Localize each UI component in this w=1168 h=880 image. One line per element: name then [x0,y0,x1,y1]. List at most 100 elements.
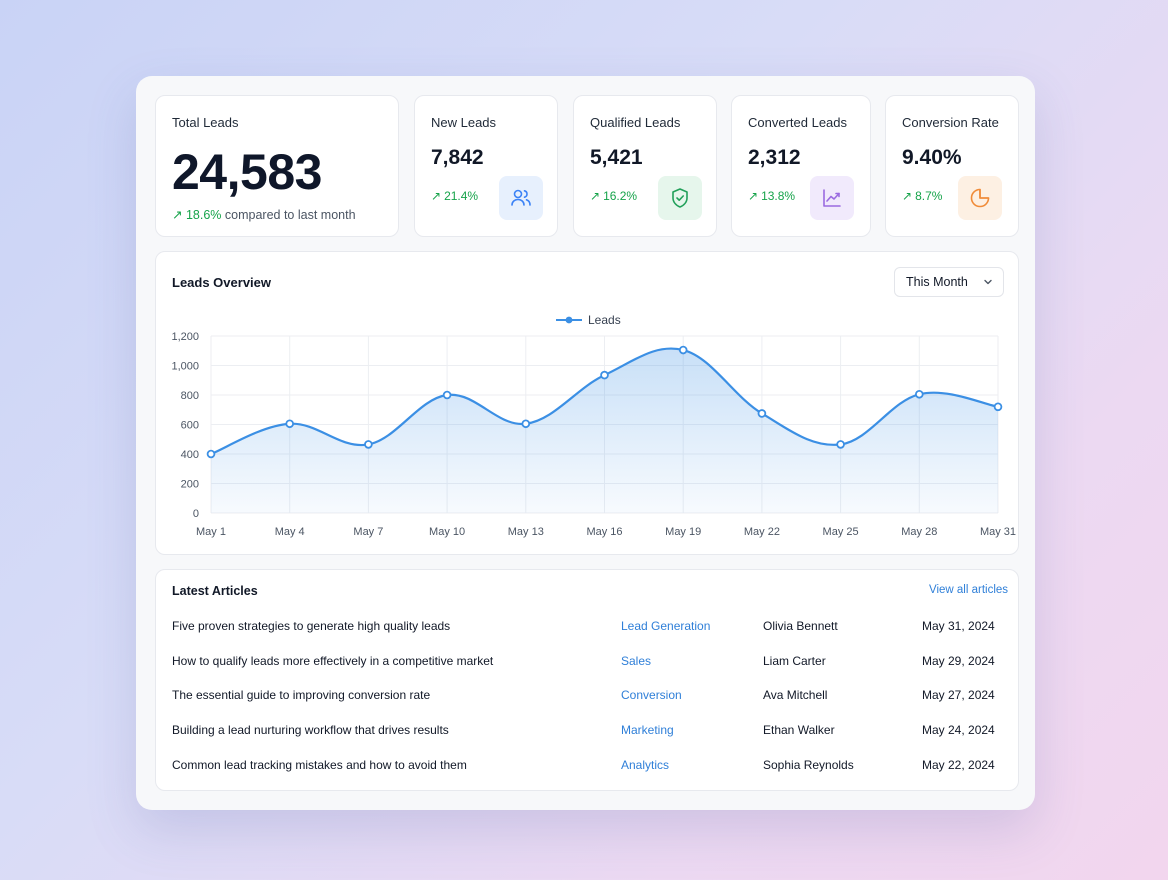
article-category[interactable]: Analytics [621,757,670,772]
trend-chart-icon [810,176,854,220]
article-author: Ethan Walker [763,723,835,738]
article-title[interactable]: Five proven strategies to generate high … [172,619,451,633]
total-leads-card: Total Leads 24,583 ↗ 18.6% compared to l… [155,95,399,237]
conversion-rate-change-percent: 8.7% [915,189,943,203]
converted-leads-value: 2,312 [748,146,801,169]
x-tick-label: May 22 [744,526,780,538]
x-tick-label: May 25 [823,526,859,538]
conversion-rate-card: Conversion Rate 9.40% ↗ 8.7% [885,95,1019,237]
view-all-articles-link[interactable]: View all articles [929,584,1009,596]
article-category[interactable]: Marketing [621,723,674,738]
article-category[interactable]: Lead Generation [621,619,711,633]
new-leads-value: 7,842 [431,146,484,169]
new-leads-card: New Leads 7,842 ↗ 21.4% [414,95,558,237]
trend-up-icon: ↗ [902,189,913,203]
total-leads-title: Total Leads [172,115,239,130]
x-tick-label: May 1 [196,526,226,538]
trend-up-icon: ↗ [590,189,601,203]
total-leads-change-percent: 18.6% [185,208,222,222]
converted-leads-change-percent: 13.8% [761,189,796,203]
y-tick-label: 1,200 [171,331,199,343]
x-tick-label: May 28 [901,526,937,538]
converted-leads-change: ↗ 13.8% [748,189,795,203]
y-tick-label: 400 [181,449,199,461]
legend-label: Leads [588,313,621,327]
y-tick-label: 800 [181,390,199,402]
total-leads-change-text: compared to last month [224,208,356,222]
conversion-rate-value: 9.40% [902,146,962,169]
article-title[interactable]: Common lead tracking mistakes and how to… [172,757,467,772]
qualified-leads-change: ↗ 16.2% [590,189,637,203]
leads-data-point [521,419,531,429]
period-dropdown[interactable]: This Month [894,267,1004,297]
qualified-leads-change-percent: 16.2% [603,189,638,203]
y-tick-label: 0 [193,508,199,520]
new-leads-title: New Leads [431,115,497,130]
article-date: May 29, 2024 [922,653,995,668]
converted-leads-card: Converted Leads 2,312 ↗ 13.8% [731,95,871,237]
article-date: May 27, 2024 [922,688,995,703]
period-dropdown-value: This Month [906,275,968,289]
total-leads-change: ↗ 18.6% compared to last month [172,207,356,222]
x-tick-label: May 31 [980,526,1016,538]
y-tick-label: 600 [181,420,199,432]
conversion-rate-title: Conversion Rate [902,115,999,130]
leads-data-point [364,440,373,449]
article-row[interactable]: Common lead tracking mistakes and how to… [156,748,1018,782]
leads-data-point [206,449,216,459]
chevron-down-icon [984,279,992,285]
dashboard-panel: Total Leads 24,583 ↗ 18.6% compared to l… [136,76,1035,810]
article-date: May 24, 2024 [922,723,995,738]
leads-line-chart: 0 200 400 600 800 1,000 1,200 May 1 May 4 May 7 Ma… [171,331,1016,538]
article-title[interactable]: Building a lead nurturing workflow that … [172,723,449,738]
latest-articles-title: Latest Articles [172,584,258,598]
chart-legend: Leads [556,313,621,327]
trend-up-icon: ↗ [431,189,442,203]
y-tick-label: 200 [181,479,199,491]
trend-up-icon: ↗ [748,189,759,203]
article-author: Olivia Bennett [763,619,838,633]
total-leads-value: 24,583 [172,144,322,200]
x-tick-label: May 13 [508,526,544,538]
shield-check-icon [658,176,702,220]
article-author: Liam Carter [763,653,826,668]
y-tick-label: 1,000 [171,361,199,373]
article-row[interactable]: Five proven strategies to generate high … [156,609,1018,643]
leads-data-point [993,402,1003,412]
leads-data-point [442,390,452,400]
converted-leads-title: Converted Leads [748,115,848,130]
trend-up-icon: ↗ [172,208,183,222]
article-title[interactable]: The essential guide to improving convers… [172,688,431,703]
x-tick-label: May 4 [275,526,305,538]
qualified-leads-card: Qualified Leads 5,421 ↗ 16.2% [573,95,717,237]
leads-data-point [914,389,924,399]
conversion-rate-change: ↗ 8.7% [902,189,942,203]
leads-data-point [678,345,688,355]
new-leads-change-percent: 21.4% [444,189,479,203]
article-title[interactable]: How to qualify leads more effectively in… [172,653,494,668]
latest-articles-card: Latest Articles View all articles Five p… [155,569,1019,791]
qualified-leads-value: 5,421 [590,146,643,169]
article-category[interactable]: Conversion [621,688,682,703]
article-category[interactable]: Sales [621,653,652,668]
article-row[interactable]: The essential guide to improving convers… [156,678,1018,712]
leads-area-fill [211,348,998,513]
qualified-leads-title: Qualified Leads [590,115,681,130]
article-row[interactable]: Building a lead nurturing workflow that … [156,713,1018,747]
x-tick-label: May 19 [665,526,701,538]
leads-data-point [836,440,845,449]
article-date: May 31, 2024 [922,619,995,633]
leads-overview-card: Leads Overview This Month Leads 0 200 400 6… [155,251,1019,555]
new-leads-change: ↗ 21.4% [431,189,478,203]
x-tick-label: May 10 [429,526,465,538]
pie-chart-icon [958,176,1002,220]
leads-data-point [600,370,609,380]
article-date: May 22, 2024 [922,757,995,772]
leads-overview-title: Leads Overview [172,275,271,290]
article-author: Sophia Reynolds [763,757,854,772]
x-tick-label: May 16 [586,526,622,538]
users-icon [499,176,543,220]
article-row[interactable]: How to qualify leads more effectively in… [156,644,1018,678]
article-author: Ava Mitchell [763,688,828,703]
leads-data-point [757,409,767,418]
